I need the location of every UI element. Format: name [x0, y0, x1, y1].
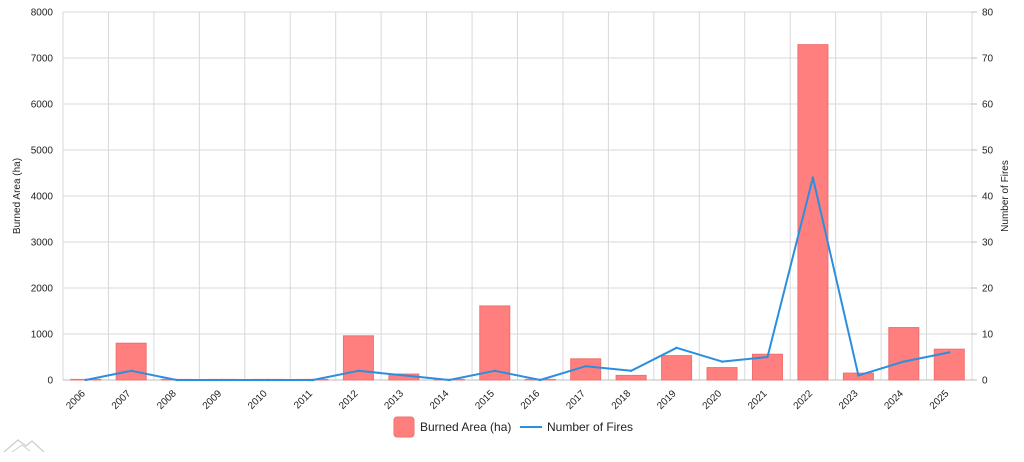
y-tick-label: 7000 — [31, 54, 54, 65]
x-tick-label: 2009 — [201, 388, 225, 412]
fires-point-2013[interactable] — [402, 374, 406, 377]
y-tick-label: 0 — [47, 376, 53, 387]
fires-point-2019[interactable] — [675, 346, 678, 349]
bar-2018[interactable] — [615, 374, 647, 381]
x-tick-label: 2008 — [155, 388, 179, 412]
right-axis-ticks: 0 10 20 30 40 50 60 70 80 — [972, 8, 994, 387]
fires-point-2020[interactable] — [720, 360, 724, 363]
y-tick-label: 3000 — [31, 238, 54, 249]
x-tick-label: 2006 — [64, 388, 88, 412]
line-series — [84, 176, 951, 382]
y2-tick-label: 20 — [982, 284, 994, 295]
y-tick-label: 5000 — [31, 146, 54, 157]
x-tick-label: 2020 — [701, 388, 725, 412]
fires-point-2014[interactable] — [448, 378, 451, 382]
bar-2020[interactable] — [706, 367, 738, 381]
y2-tick-label: 30 — [982, 238, 994, 249]
grid-lines — [62, 11, 973, 381]
x-tick-label: 2024 — [882, 388, 906, 412]
fires-point-2024[interactable] — [902, 360, 906, 363]
fires-point-2006[interactable] — [84, 378, 87, 382]
mountain-logo-icon — [3, 439, 45, 453]
y2-tick-label: 0 — [982, 376, 988, 387]
fires-point-2017[interactable] — [584, 365, 587, 368]
fires-point-2008[interactable] — [175, 378, 178, 382]
bar-2024[interactable] — [888, 327, 920, 381]
y-axis-title: Burned Area (ha) — [12, 158, 23, 234]
fires-point-2018[interactable] — [629, 369, 633, 372]
bar-2017[interactable] — [570, 358, 602, 381]
y2-axis-title: Number of Fires — [1000, 160, 1011, 232]
x-tick-label: 2012 — [337, 388, 361, 412]
legend-line-label[interactable]: Number of Fires — [547, 420, 633, 434]
y-tick-label: 8000 — [31, 8, 54, 19]
x-tick-label: 2013 — [382, 388, 406, 412]
legend-bar-swatch[interactable] — [393, 416, 415, 438]
x-tick-label: 2015 — [473, 388, 497, 412]
y2-tick-label: 70 — [982, 54, 994, 65]
x-axis-ticks: 2006 2007 2008 2009 2010 2011 2012 2013 2014 2015… — [64, 388, 951, 412]
bar-2022[interactable] — [797, 44, 829, 381]
x-tick-label: 2011 — [292, 388, 315, 411]
fires-point-2011[interactable] — [311, 378, 315, 382]
x-tick-label: 2016 — [519, 388, 543, 412]
bar-2007[interactable] — [115, 342, 147, 381]
y2-tick-label: 10 — [982, 330, 994, 341]
y2-tick-label: 60 — [982, 100, 994, 111]
y-tick-label: 4000 — [31, 192, 54, 203]
legend[interactable]: Burned Area (ha) Number of Fires — [393, 416, 633, 438]
fires-point-2012[interactable] — [357, 369, 360, 372]
x-tick-label: 2022 — [792, 388, 816, 412]
legend-bar-label[interactable]: Burned Area (ha) — [420, 420, 511, 434]
x-tick-label: 2014 — [428, 388, 452, 412]
x-tick-label: 2023 — [837, 388, 861, 412]
y-tick-label: 2000 — [31, 284, 54, 295]
x-tick-label: 2007 — [110, 388, 134, 412]
y2-tick-label: 50 — [982, 146, 994, 157]
left-axis-ticks: 0 1000 2000 3000 4000 5000 6000 7000 8000 — [31, 8, 54, 387]
y-tick-label: 1000 — [31, 330, 54, 341]
fires-point-2016[interactable] — [539, 378, 542, 382]
x-tick-label: 2025 — [928, 388, 952, 412]
bar-2015[interactable] — [479, 305, 511, 381]
x-tick-label: 2017 — [564, 388, 588, 412]
x-tick-label: 2018 — [610, 388, 634, 412]
fires-point-2009[interactable] — [220, 378, 224, 382]
fires-point-2023[interactable] — [857, 374, 860, 377]
fires-point-2022[interactable] — [811, 176, 815, 179]
x-tick-label: 2019 — [655, 388, 679, 412]
fires-point-2010[interactable] — [266, 378, 269, 382]
x-tick-label: 2021 — [746, 388, 770, 412]
fires-point-2015[interactable] — [493, 369, 496, 372]
bar-2019[interactable] — [661, 355, 693, 381]
fires-point-2021[interactable] — [766, 355, 769, 359]
fires-line[interactable] — [85, 176, 950, 381]
y2-tick-label: 40 — [982, 192, 994, 203]
fires-point-2007[interactable] — [129, 369, 133, 372]
x-tick-label: 2010 — [246, 388, 270, 412]
fires-point-2025[interactable] — [948, 351, 951, 354]
y2-tick-label: 80 — [982, 8, 994, 19]
y-tick-label: 6000 — [31, 100, 54, 111]
